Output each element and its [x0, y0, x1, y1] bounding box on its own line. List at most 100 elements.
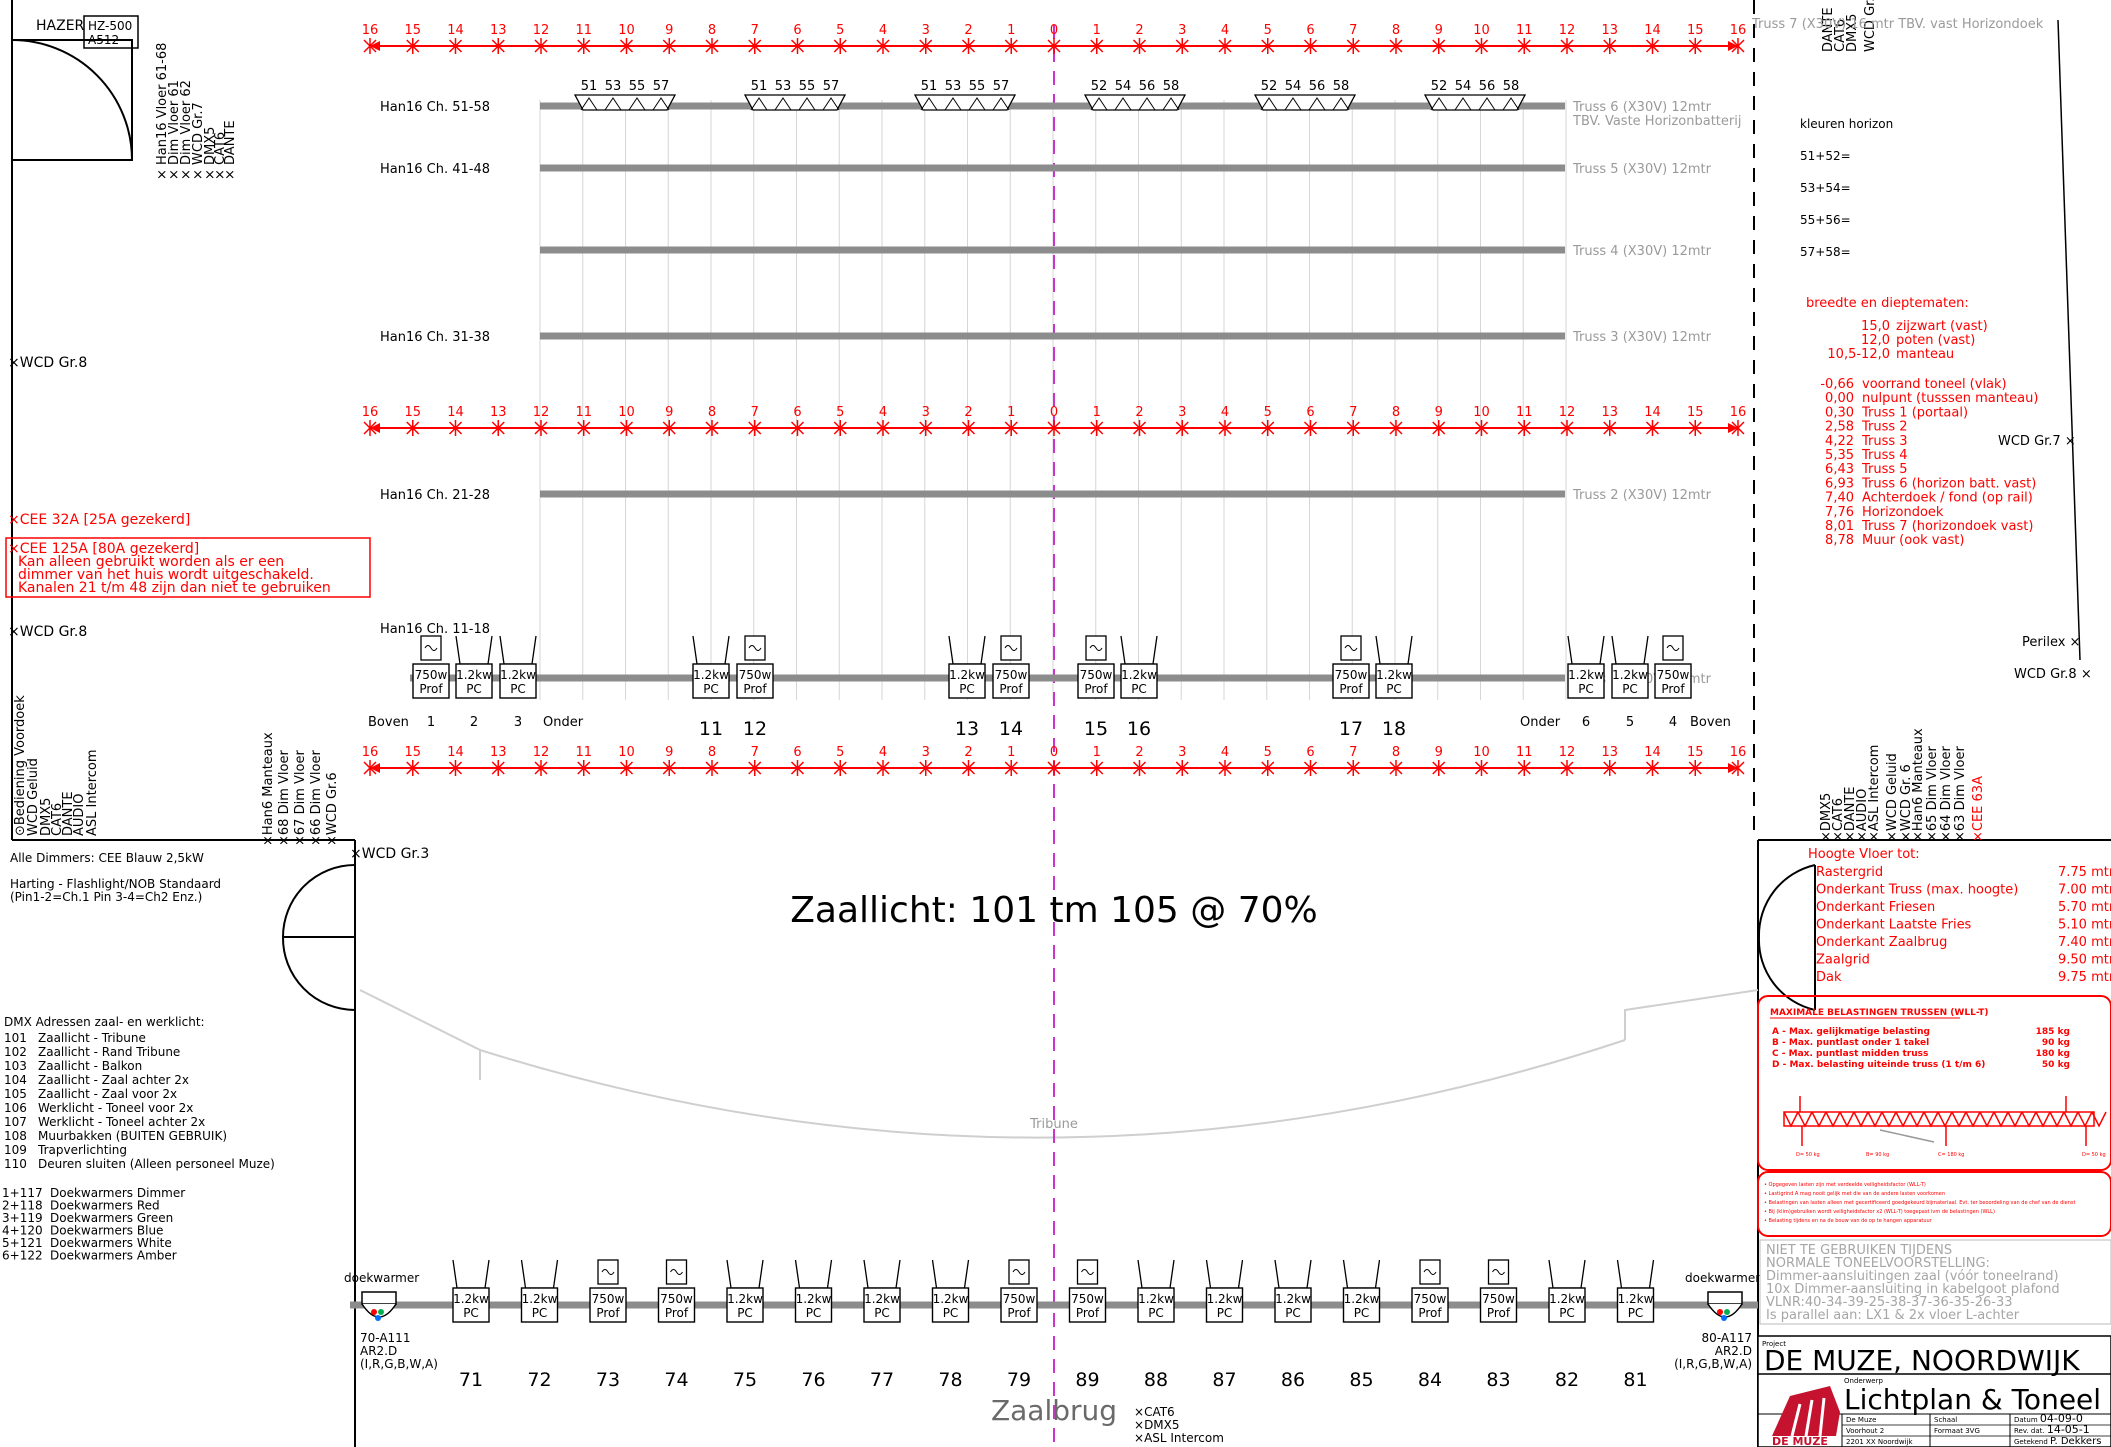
hoogte-value: 5.70 mtr [2058, 900, 2111, 915]
horizon-channel: 57 [653, 79, 670, 94]
fixture-type: PC [1578, 682, 1594, 696]
ruler-tick-label: 1 [1093, 405, 1101, 420]
diepte-value: 0,30 [1825, 405, 1854, 420]
ruler-tick-label: 7 [751, 23, 759, 38]
tribune-outline [359, 989, 1759, 1139]
hazer-block: HAZER HZ-500 A512 [36, 15, 139, 49]
ruler-tick-label: 2 [964, 405, 972, 420]
fixture-power: 1.2kw [1207, 1292, 1243, 1306]
left-vert-3: CAT6 [50, 803, 65, 836]
fixture-type: PC [1628, 1306, 1644, 1320]
ruler-tick-label: 11 [1516, 23, 1533, 38]
hoogte-value: 9.50 mtr [2058, 953, 2111, 968]
truss-label-t3: Truss 3 (X30V) 12mtr [1572, 330, 1712, 345]
title-block: Project DE MUZE, NOORDWIJK Onderwerp Lic… [1757, 1335, 2111, 1447]
ruler-tick-label: 5 [836, 745, 844, 760]
horizon-channel: 51 [581, 79, 598, 94]
ruler-tick-label: 1 [1007, 23, 1015, 38]
fixture-number: 78 [938, 1369, 962, 1391]
load-mark: B= 90 kg [1866, 1152, 1889, 1158]
fixture-number: 11 [699, 718, 723, 740]
hoogte-desc: Onderkant Laatste Fries [1816, 918, 1972, 933]
ruler-tick-label: 7 [1349, 405, 1357, 420]
fixture-power: 1.2kw [1618, 1292, 1654, 1306]
cee125-line-1: Kan alleen gebruikt worden als er een [18, 554, 284, 570]
truss7-label: Truss 7 (X30V) 16 mtr TBV. vast Horizond… [1751, 17, 2044, 32]
fixture-type: Prof [1339, 682, 1363, 696]
address-3: 2201 XX Noordwijk [1846, 1438, 1913, 1446]
dmx-addr: 103 [4, 1059, 27, 1073]
fixture-power: 1.2kw [796, 1292, 832, 1306]
measurement-rulers: 16 15 14 13 12 11 10 9 8 7 6 5 4 3 2 1 0 1 2 3 4 5 6 7 8 9 10 11 12 1… [362, 23, 1746, 776]
left-vert-2: DMX5 [39, 798, 54, 836]
ruler-tick-label: 12 [533, 405, 550, 420]
load-mark: D= 50 kg [1796, 1152, 1820, 1158]
diepte-desc: Muur (ook vast) [1862, 533, 1964, 548]
fixture-power: 1.2kw [1376, 668, 1412, 682]
right-bottom-vert-1: ×CAT6 [1831, 798, 1846, 842]
diepte-value: -0,66 [1820, 377, 1854, 392]
door-top-left [11, 39, 133, 161]
kleuren-2: 53+54= [1800, 181, 1851, 195]
ruler-tick-label: 3 [1178, 23, 1186, 38]
ruler-tick-label: 8 [1392, 745, 1400, 760]
ruler-tick-label: 12 [1559, 23, 1576, 38]
harting-2: (Pin1-2=Ch.1 Pin 3-4=Ch2 Enz.) [10, 890, 202, 904]
fixture-type: PC [1354, 1306, 1370, 1320]
ruler-tick-label: 1 [1007, 745, 1015, 760]
diepte-list: -0,66 voorrand toneel (vlak) 0,00 nulpunt (… [1820, 377, 2038, 548]
fixture-power: 750w [1003, 1292, 1036, 1306]
ruler-tick-label: 3 [922, 745, 930, 760]
top-left-vertical-labels: × Han16 Vloer 61-68× Dim Vloer 61× Dim V… [155, 43, 238, 180]
truss-channels-t6: Han16 Ch. 51-58 [380, 100, 490, 115]
belasting-desc: D - Max. belasting uiteinde truss (1 t/m… [1772, 1060, 1985, 1070]
fixture-type: Prof [1661, 682, 1685, 696]
ruler-tick-label: 11 [1516, 745, 1533, 760]
right-bottom-vert-7: ×Han6 Manteaux [1911, 728, 1926, 842]
fixture-type: PC [1559, 1306, 1575, 1320]
doek-desc: Doekwarmers Dimmer [50, 1186, 185, 1200]
dmx-addr: 109 [4, 1143, 27, 1157]
right-bottom-vert-6: ×WCD Gr. 6 [1899, 764, 1914, 842]
niet-line: VLNR:40-34-39-25-38-37-36-35-26-33 [1766, 1295, 2013, 1310]
ruler-tick-label: 15 [1687, 745, 1704, 760]
fixture-power: 750w [1414, 1292, 1447, 1306]
dmx-addr: 104 [4, 1073, 27, 1087]
horizon-channel: 57 [993, 79, 1010, 94]
kleuren-3: 55+56= [1800, 213, 1851, 227]
right-top-vert-1: CAT6 [1833, 19, 1848, 52]
fixture-power: 750w [995, 668, 1028, 682]
top-left-vert-0: × Han16 Vloer 61-68 [155, 43, 170, 180]
ruler-tick-label: 12 [1559, 745, 1576, 760]
ruler-tick-label: 2 [1135, 405, 1143, 420]
fixture-number: 83 [1486, 1369, 1510, 1391]
ruler-tick-label: 14 [1644, 23, 1661, 38]
ruler-tick-label: 4 [1221, 405, 1229, 420]
ruler-tick-label: 7 [1349, 23, 1357, 38]
stage-outline [11, 0, 2111, 1447]
doekwarmer-list: 1+117 Doekwarmers Dimmer 2+118 Doekwarmers … [2, 1186, 185, 1263]
right-bottom-vert-3: ×AUDIO [1855, 789, 1870, 842]
ruler-tick-label: 2 [964, 745, 972, 760]
ruler-tick-label: 15 [404, 745, 421, 760]
dmx-desc: Zaallicht - Rand Tribune [38, 1045, 180, 1059]
ruler-tick-label: 5 [1264, 745, 1272, 760]
top-left-vert-3: × WCD Gr.7 [191, 102, 206, 180]
ruler-tick-label: 5 [1264, 405, 1272, 420]
zaallicht-label: Zaallicht: 101 tm 105 @ 70% [790, 890, 1317, 931]
dmx-addr: 110 [4, 1157, 27, 1171]
dmx-desc: Muurbakken (BUITEN GEBRUIK) [38, 1129, 227, 1143]
belasting-value: 185 kg [2036, 1027, 2070, 1037]
project-name: DE MUZE, NOORDWIJK [1764, 1344, 2080, 1377]
ruler-tick-label: 13 [1601, 405, 1618, 420]
fixture-number: 72 [527, 1369, 551, 1391]
ruler-tick-label: 15 [1687, 23, 1704, 38]
